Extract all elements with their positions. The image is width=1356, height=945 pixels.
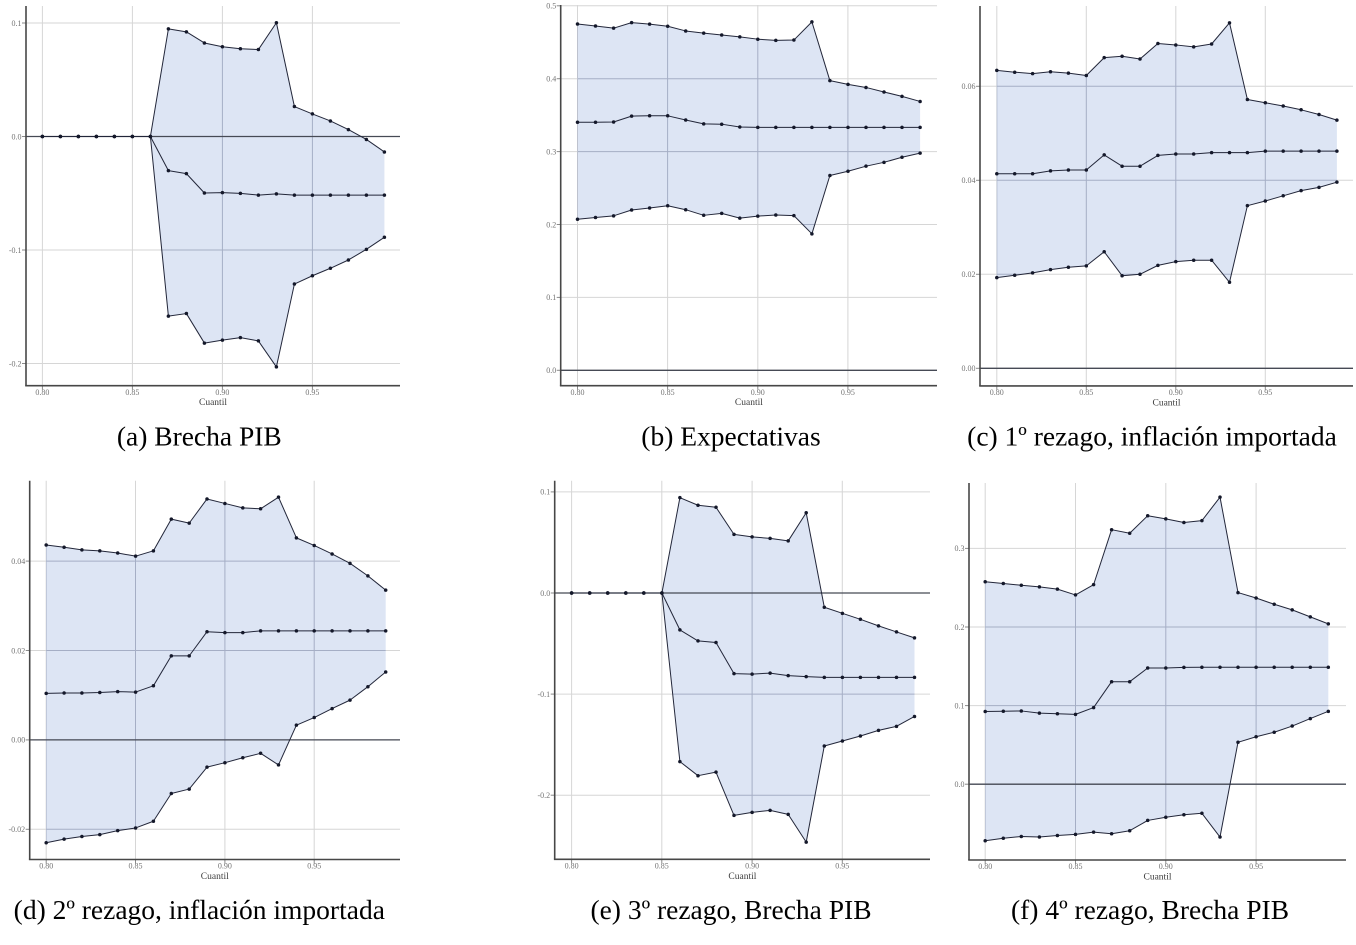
svg-text:0.80: 0.80 <box>978 862 992 871</box>
svg-text:0.3: 0.3 <box>546 147 556 156</box>
svg-text:(a) Brecha PIB: (a) Brecha PIB <box>117 420 282 451</box>
svg-text:0.0: 0.0 <box>546 366 556 375</box>
svg-text:0.90: 0.90 <box>745 862 759 871</box>
svg-text:-0.2: -0.2 <box>538 791 551 800</box>
svg-text:0.90: 0.90 <box>215 388 229 397</box>
svg-text:Cuantil: Cuantil <box>199 398 227 408</box>
svg-text:0.0: 0.0 <box>955 780 965 789</box>
svg-text:0.80: 0.80 <box>990 388 1004 397</box>
svg-text:Cuantil: Cuantil <box>1144 873 1172 883</box>
svg-text:0.00: 0.00 <box>11 736 25 745</box>
svg-text:0.02: 0.02 <box>962 270 976 279</box>
svg-text:0.1: 0.1 <box>546 293 556 302</box>
svg-text:(e) 3º rezago, Brecha PIB: (e) 3º rezago, Brecha PIB <box>590 894 871 925</box>
svg-text:0.90: 0.90 <box>1169 388 1183 397</box>
svg-text:0.3: 0.3 <box>955 544 965 553</box>
svg-text:Cuantil: Cuantil <box>735 398 763 408</box>
svg-text:0.95: 0.95 <box>835 862 849 871</box>
svg-text:-0.1: -0.1 <box>9 246 22 255</box>
svg-text:0.2: 0.2 <box>546 220 556 229</box>
svg-text:0.95: 0.95 <box>1249 862 1263 871</box>
svg-text:0.95: 0.95 <box>1258 388 1272 397</box>
svg-text:(f) 4º rezago, Brecha PIB: (f) 4º rezago, Brecha PIB <box>1011 894 1289 925</box>
svg-text:Cuantil: Cuantil <box>728 872 756 882</box>
svg-text:0.90: 0.90 <box>751 388 765 397</box>
svg-text:0.85: 0.85 <box>1079 388 1093 397</box>
svg-text:0.85: 0.85 <box>661 388 675 397</box>
svg-text:-0.02: -0.02 <box>9 825 26 834</box>
svg-text:(b) Expectativas: (b) Expectativas <box>641 420 820 451</box>
svg-text:0.90: 0.90 <box>218 862 232 871</box>
svg-text:0.80: 0.80 <box>565 862 579 871</box>
svg-text:0.80: 0.80 <box>571 388 585 397</box>
svg-text:0.0: 0.0 <box>12 132 22 141</box>
svg-text:(d) 2º rezago, inflación impor: (d) 2º rezago, inflación importada <box>14 894 385 925</box>
svg-text:0.95: 0.95 <box>841 388 855 397</box>
svg-text:0.1: 0.1 <box>955 701 965 710</box>
svg-text:0.95: 0.95 <box>307 862 321 871</box>
svg-text:0.80: 0.80 <box>35 388 49 397</box>
svg-text:0.1: 0.1 <box>12 19 22 28</box>
svg-text:0.4: 0.4 <box>546 75 556 84</box>
svg-text:0.5: 0.5 <box>546 2 556 11</box>
svg-text:0.85: 0.85 <box>1069 862 1083 871</box>
svg-text:0.0: 0.0 <box>540 589 550 598</box>
svg-text:-0.2: -0.2 <box>9 359 22 368</box>
svg-text:(c) 1º rezago, inflación impor: (c) 1º rezago, inflación importada <box>967 420 1337 451</box>
svg-text:0.06: 0.06 <box>962 82 976 91</box>
svg-text:0.85: 0.85 <box>655 862 669 871</box>
svg-text:0.85: 0.85 <box>129 862 143 871</box>
svg-text:0.1: 0.1 <box>540 488 550 497</box>
svg-text:Cuantil: Cuantil <box>201 872 229 882</box>
svg-text:Cuantil: Cuantil <box>1153 398 1181 408</box>
svg-text:0.85: 0.85 <box>125 388 139 397</box>
svg-text:0.02: 0.02 <box>11 646 25 655</box>
svg-text:0.04: 0.04 <box>962 176 976 185</box>
svg-text:-0.1: -0.1 <box>538 690 551 699</box>
svg-text:0.95: 0.95 <box>305 388 319 397</box>
svg-text:0.00: 0.00 <box>962 364 976 373</box>
svg-text:0.80: 0.80 <box>39 862 53 871</box>
svg-text:0.2: 0.2 <box>955 623 965 632</box>
svg-text:0.04: 0.04 <box>11 557 25 566</box>
svg-text:0.90: 0.90 <box>1159 862 1173 871</box>
